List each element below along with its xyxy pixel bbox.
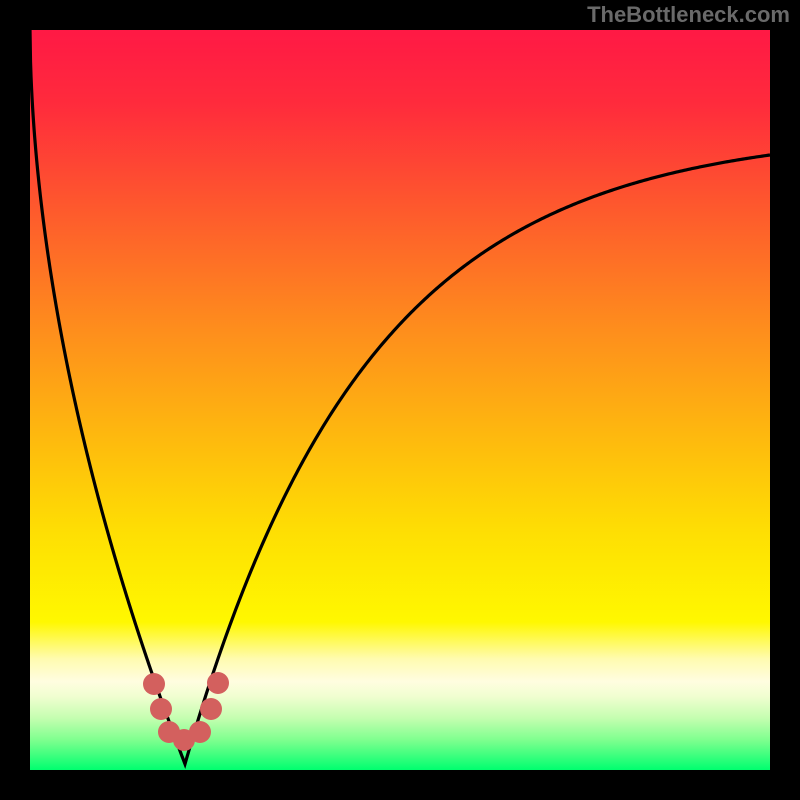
marker-dot — [189, 721, 211, 743]
marker-dot — [207, 672, 229, 694]
figure-container: TheBottleneck.com — [0, 0, 800, 800]
marker-dot — [200, 698, 222, 720]
marker-dot — [150, 698, 172, 720]
marker-dot — [143, 673, 165, 695]
gradient-background — [30, 30, 770, 770]
plot-area — [0, 0, 800, 800]
